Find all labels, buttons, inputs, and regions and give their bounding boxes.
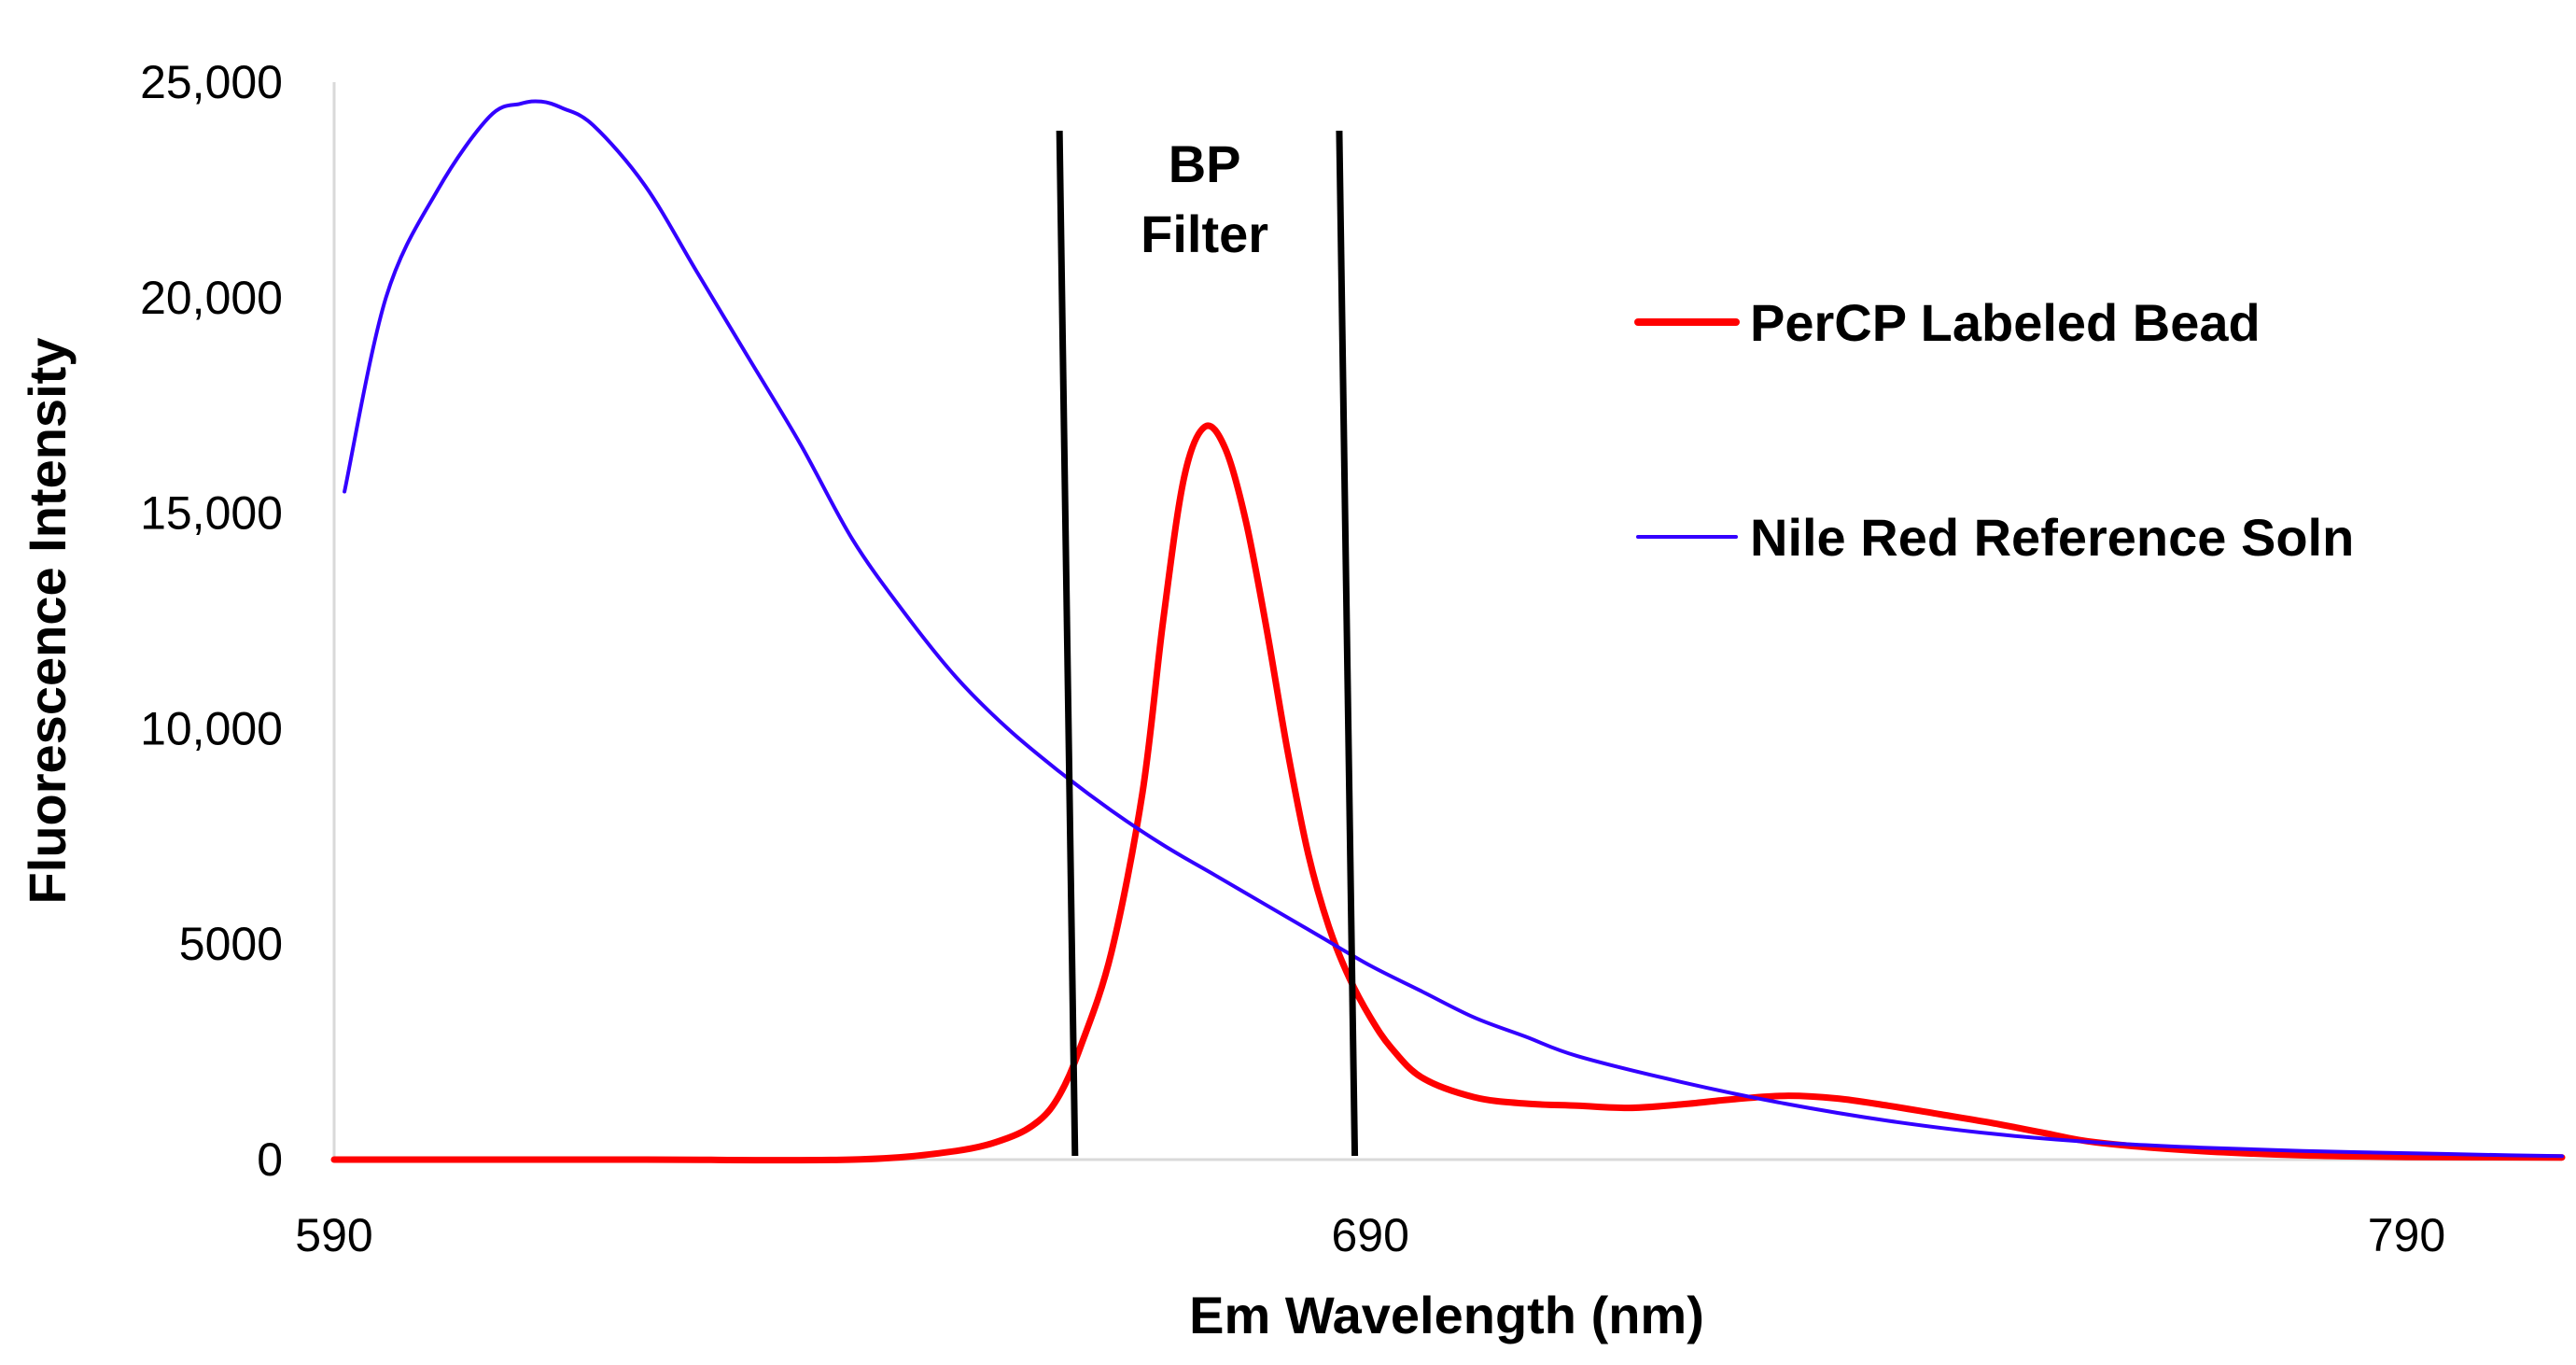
axes bbox=[332, 82, 2562, 1161]
bp-filter-label: Filter bbox=[1141, 204, 1268, 263]
y-tick-label: 25,000 bbox=[140, 56, 283, 108]
bp-filter-label: BP bbox=[1169, 134, 1241, 193]
y-tick-label: 15,000 bbox=[140, 487, 283, 540]
bp-filter-upper-line bbox=[1336, 130, 1359, 1157]
series-line-nile-red-reference-soln bbox=[343, 99, 2564, 1159]
x-axis-title: Em Wavelength (nm) bbox=[1189, 1286, 1704, 1344]
legend-label: PerCP Labeled Bead bbox=[1750, 293, 2261, 352]
y-tick-label: 0 bbox=[257, 1133, 283, 1186]
x-tick-label: 590 bbox=[295, 1209, 372, 1261]
series-line-percp-labeled-bead bbox=[330, 422, 2566, 1164]
legend: PerCP Labeled Bead Nile Red Reference Sol… bbox=[1634, 293, 2354, 567]
annotations: BP Filter bbox=[1056, 130, 1359, 1157]
bp-filter-lower-line bbox=[1056, 130, 1079, 1157]
y-tick-label: 10,000 bbox=[140, 702, 283, 754]
x-tick-label: 690 bbox=[1332, 1209, 1409, 1261]
tick-labels: 0 5000 10,000 15,000 20,000 25,000 590 690 790 bbox=[140, 56, 2445, 1261]
data-series bbox=[330, 99, 2566, 1164]
y-tick-label: 5000 bbox=[179, 918, 283, 970]
x-tick-label: 790 bbox=[2368, 1209, 2445, 1261]
legend-label: Nile Red Reference Soln bbox=[1750, 508, 2354, 567]
y-axis-title: Fluorescence Intensity bbox=[18, 338, 77, 905]
y-tick-label: 20,000 bbox=[140, 272, 283, 324]
